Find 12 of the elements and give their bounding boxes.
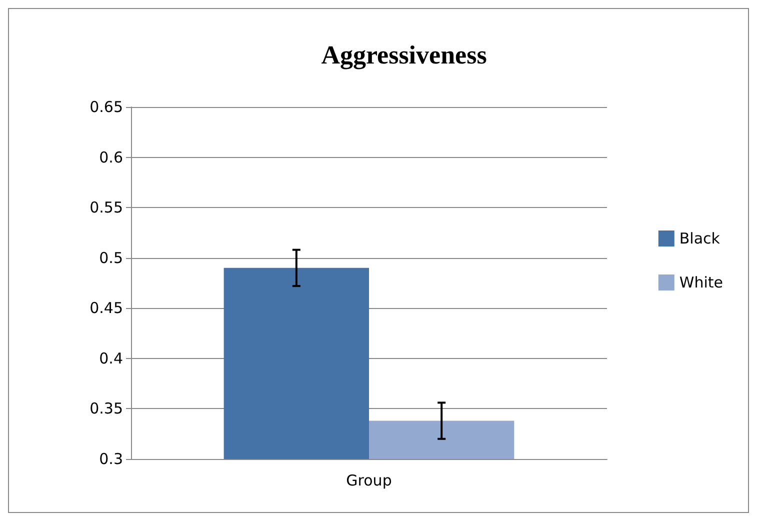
y-tick-label: 0.35 (90, 400, 123, 418)
y-tick-label: 0.3 (99, 450, 123, 468)
y-tick-label: 0.6 (99, 148, 123, 166)
y-tick-label: 0.45 (90, 299, 123, 318)
legend-label: Black (679, 230, 720, 248)
y-tick-label: 0.65 (90, 98, 123, 116)
chart-title: Aggressiveness (321, 40, 487, 70)
legend-label: White (679, 274, 724, 292)
y-tick-label: 0.55 (90, 198, 123, 217)
x-tick-label: Group (346, 472, 392, 490)
y-tick-label: 0.5 (99, 248, 123, 267)
y-tick-label: 0.4 (99, 349, 123, 368)
